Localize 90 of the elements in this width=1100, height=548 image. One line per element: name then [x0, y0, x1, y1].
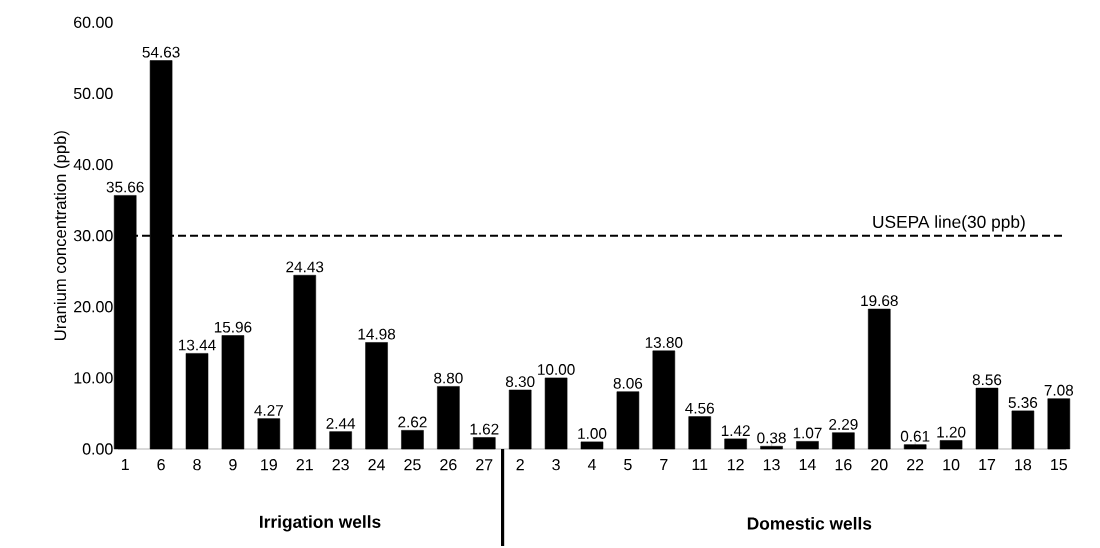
ref-line-label: USEPA line(30 ppb)	[873, 215, 1025, 232]
data-label: 7.08	[1044, 385, 1074, 396]
data-label: 2.29	[829, 419, 858, 430]
bar	[724, 438, 747, 450]
y-tick-label: 10.00	[74, 372, 113, 384]
x-tick-label: 4	[587, 459, 596, 471]
x-tick-label: 6	[157, 459, 165, 471]
text: Domestic wells	[747, 517, 872, 530]
data-label: 4.27	[254, 405, 283, 416]
bar	[760, 446, 783, 450]
data-label: 13.44	[179, 339, 216, 351]
data-label: 8.56	[972, 374, 1002, 386]
bar	[508, 389, 532, 450]
x-tick-label: 25	[404, 459, 421, 471]
data-label: 14.98	[358, 328, 396, 340]
data-label: 10.00	[538, 364, 575, 376]
bar	[544, 377, 568, 450]
y-tick-label: 0.00	[82, 443, 113, 455]
bar	[796, 441, 819, 450]
bar	[1047, 398, 1071, 450]
data-label: 4.56	[685, 402, 714, 414]
y-tick-label: 30.00	[73, 230, 113, 242]
bar	[580, 441, 604, 450]
bar	[1011, 410, 1035, 450]
bar	[293, 275, 317, 450]
bar	[473, 437, 496, 450]
data-label: 2.44	[326, 418, 356, 429]
data-label: 1.42	[721, 425, 750, 437]
y-tick-label: 50.00	[73, 87, 113, 100]
x-tick-label: 14	[799, 459, 816, 471]
x-tick-label: 23	[332, 459, 349, 471]
data-label: 5.36	[1008, 397, 1038, 409]
x-tick-label: 19	[261, 459, 277, 471]
data-label: 24.43	[286, 261, 324, 273]
x-tick-label: 8	[193, 459, 201, 471]
x-tick-label: 13	[763, 459, 780, 471]
data-label: 1.07	[793, 427, 822, 439]
bar	[652, 350, 676, 450]
data-label: 19.68	[861, 295, 898, 307]
x-tick-label: 15	[1051, 459, 1068, 471]
data-label: 8.06	[613, 378, 643, 389]
bar	[401, 430, 424, 450]
data-label: 1.62	[470, 423, 499, 435]
data-label: 15.96	[214, 321, 252, 333]
x-tick-label: 24	[368, 459, 385, 471]
bar	[903, 444, 927, 450]
data-label: 1.20	[937, 426, 966, 438]
bar	[365, 342, 388, 450]
bar	[329, 431, 352, 450]
data-label: 35.66	[106, 181, 144, 193]
bar	[868, 308, 891, 450]
data-label: 0.61	[900, 431, 930, 442]
bar	[939, 440, 963, 450]
bar	[975, 388, 999, 450]
bar	[185, 353, 209, 450]
x-tick-label: 10	[943, 459, 960, 471]
data-label: 54.63	[142, 46, 180, 58]
x-tick-label: 21	[296, 459, 313, 471]
bar	[832, 432, 855, 450]
y-tick-label: 40.00	[73, 159, 113, 171]
data-label: 8.80	[434, 372, 463, 384]
x-tick-label: 18	[1015, 459, 1032, 471]
x-tick-label: 27	[476, 459, 493, 471]
data-label: 8.30	[505, 376, 535, 388]
data-label: 1.00	[578, 428, 607, 440]
x-tick-label: 22	[907, 459, 924, 471]
y-tick-label: 60.00	[74, 16, 113, 29]
bar	[616, 391, 640, 450]
y-tick-label: 20.00	[74, 301, 113, 313]
x-tick-label: 5	[624, 459, 632, 471]
data-label: 2.62	[398, 416, 427, 428]
x-tick-label: 1	[121, 459, 129, 471]
x-tick-label: 9	[229, 459, 237, 471]
x-tick-label: 20	[871, 459, 888, 471]
x-tick-label: 12	[727, 459, 744, 471]
text: Irrigation wells	[260, 515, 381, 532]
data-label: 0.38	[757, 432, 786, 444]
x-tick-label: 2	[516, 459, 524, 471]
x-tick-label: 11	[692, 459, 708, 471]
x-tick-label: 16	[835, 459, 852, 471]
bar	[688, 416, 711, 450]
x-tick-label: 3	[552, 459, 560, 471]
data-label: 13.80	[645, 337, 683, 349]
bar	[437, 386, 460, 450]
y-axis-title: Uranium concentration (ppb)	[53, 131, 70, 341]
bar	[257, 418, 281, 450]
bar	[221, 335, 245, 450]
x-tick-label: 7	[660, 459, 668, 471]
x-tick-label: 26	[440, 459, 457, 471]
x-tick-label: 17	[979, 459, 996, 471]
